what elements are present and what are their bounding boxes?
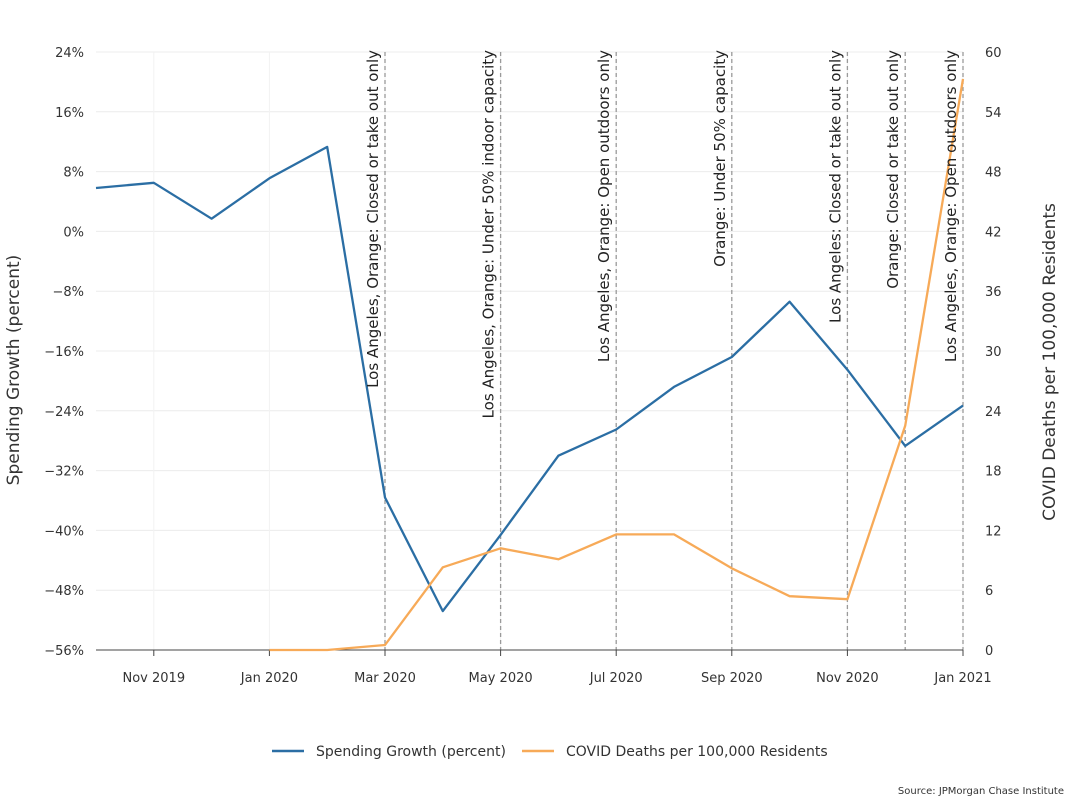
event-label: Orange: Under 50% capacity [711,50,729,267]
event-label: Los Angeles: Closed or take out only [826,50,844,323]
y-axis-right-title: COVID Deaths per 100,000 Residents [1040,203,1060,521]
x-tick-label: Jan 2021 [933,671,991,686]
series-line-1 [95,145,964,613]
event-labels: Los Angeles, Orange: Closed or take out … [364,50,960,419]
y-right-tick-label: 6 [985,584,993,599]
x-tick-label: Jan 2020 [240,671,298,686]
y-left-tick-label: −32% [44,465,84,480]
event-label: Los Angeles, Orange: Open outdoors only [595,50,613,362]
y-right-tick-label: 0 [985,644,993,659]
y-left-tick-label: 8% [63,166,84,181]
y-left-tick-label: 0% [63,225,84,240]
y-right-tick-label: 30 [985,345,1002,360]
y-left-tick-label: 24% [55,46,84,61]
y-left-tick-label: −24% [44,405,84,420]
x-tick-label: Nov 2019 [123,671,186,686]
series-lines [95,78,965,652]
y-right-tick-label: 24 [985,405,1002,420]
y-left-tick-label: −48% [44,584,84,599]
y-axis-left-title: Spending Growth (percent) [4,255,24,486]
x-tick-label: Nov 2020 [816,671,879,686]
legend-label: COVID Deaths per 100,000 Residents [566,744,828,760]
legend-item: COVID Deaths per 100,000 Residents [522,744,828,760]
legend-item: Spending Growth (percent) [272,744,506,760]
y-left-tick-label: −16% [44,345,84,360]
event-label: Los Angeles, Orange: Closed or take out … [364,50,382,388]
y-right-tick-label: 36 [985,285,1002,300]
y-left-tick-label: −40% [44,524,84,539]
y-left-tick-label: −8% [52,285,84,300]
y-right-tick-label: 12 [985,524,1002,539]
y-left-tick-label: 16% [55,106,84,121]
y-right-tick-label: 48 [985,166,1002,181]
event-markers [384,52,964,650]
x-tick-label: May 2020 [469,671,533,686]
legend: Spending Growth (percent) COVID Deaths pe… [272,744,828,760]
y-left-tick-label: −56% [44,644,84,659]
y-right-tick-label: 60 [985,46,1002,61]
x-tick-label: Sep 2020 [701,671,763,686]
event-label: Orange: Closed or take out only [884,50,902,289]
x-tick-label: Jul 2020 [589,671,643,686]
x-tick-label: Mar 2020 [354,671,416,686]
event-label: Los Angeles, Orange: Open outdoors only [942,50,960,362]
event-label: Los Angeles, Orange: Under 50% indoor ca… [480,50,498,419]
y-right-tick-label: 54 [985,106,1002,121]
y-right-tick-label: 18 [985,465,1002,480]
series-line-2 [269,78,965,652]
legend-label: Spending Growth (percent) [316,744,506,760]
axes: 24%16%8%0%−8%−16%−24%−32%−40%−48%−56%605… [44,46,1001,686]
source-note: Source: JPMorgan Chase Institute [898,786,1064,797]
y-right-tick-label: 42 [985,225,1002,240]
